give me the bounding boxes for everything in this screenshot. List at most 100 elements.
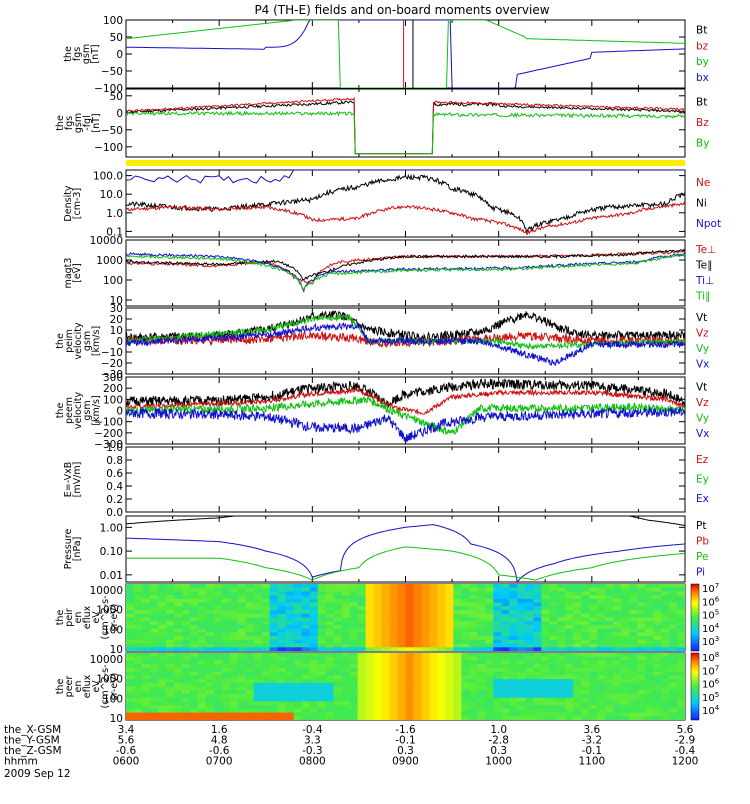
spectrogram-cell [405,716,415,720]
spectrogram-cell [325,598,335,604]
spectrogram-cell [469,621,478,626]
ylabel-line: [nPa] [72,537,83,562]
spectrogram-cell [165,667,175,673]
spectrogram-cell [597,639,606,645]
spectrogram-cell [573,690,582,695]
spectrogram-cell [549,595,558,600]
spectrogram-cell [253,643,263,648]
spectrogram-cell [165,697,175,702]
spectrogram-cell [645,690,654,695]
spectrogram-cell [429,647,439,651]
spectrogram-cell [213,693,223,699]
spectrogram-cell [277,613,287,619]
spectrogram-cell [237,667,247,673]
spectrogram-cell [157,701,167,706]
ephemeris-value: -0.4 [302,724,323,736]
spectrogram-cell [613,701,622,706]
spectrogram-cell [189,632,199,637]
ytick-label-fgs: 100 [103,15,123,27]
spectrogram-cell [341,675,351,680]
spectrogram-cell [189,621,199,626]
spectrogram-cell [405,653,415,658]
spectrogram-cell [421,591,431,596]
spectrogram-cell [277,636,287,641]
spectrogram-cell [221,632,231,637]
spectrogram-cell [253,712,263,717]
spectrogram-cell [389,682,399,688]
spectrogram-cell [205,606,215,611]
spectrogram-cell [309,613,319,619]
spectrogram-cell [637,693,646,699]
spectrogram-cell [653,675,662,680]
spectrogram-cell [469,675,478,680]
spectrogram-cell [661,712,670,717]
spectrogram-cell [413,682,423,688]
spectrogram-cell [229,610,239,615]
spectrogram-cell [245,716,255,720]
spectrogram-cell [413,613,423,619]
spectrogram-cell [445,682,454,688]
spectrogram-cell [517,675,526,680]
spectrogram-cell [181,690,191,695]
spectrogram-cell [397,617,407,622]
spectrogram-cell [245,624,255,630]
spectrogram-cell [261,675,271,680]
ephemeris-value: 5.6 [677,724,694,736]
spectrogram-cell [317,671,327,676]
spectrogram-cell [533,636,542,641]
spectrogram-cell [637,584,646,589]
spectrogram-cell [349,610,359,615]
spectrogram-cell [605,621,614,626]
legend-vele-Vy: Vy [696,413,709,425]
spectrogram-cell [309,708,319,714]
series-pressure-pi [126,524,685,582]
spectrogram-cell [509,584,518,589]
spectrogram-cell [493,628,502,633]
spectrogram-cell [381,587,391,592]
spectrogram-cell [285,671,295,676]
spectrogram-cell [453,682,462,688]
spectrogram-cell [285,617,295,622]
spectrogram-cell [293,660,303,665]
spectrogram-cell [221,636,231,641]
spectrogram-cell [134,636,143,641]
spectrogram-cell [341,667,351,673]
colorbar-label-elecspec: 104 [702,704,720,717]
spectrogram-cell [669,624,678,630]
spectrogram-cell [541,697,550,702]
spectrogram-cell [461,602,470,607]
spectrogram-cell [661,708,670,714]
legend-pressure-Pt: Pt [696,520,706,532]
spectrogram-cell [525,708,534,714]
spectrogram-cell [317,716,327,720]
spectrogram-cell [493,587,502,592]
spectrogram-cell [245,643,255,648]
spectrogram-cell [653,656,662,661]
spectrogram-cell [661,628,670,633]
spectrogram-cell [493,664,502,669]
spectrogram-cell [653,686,662,691]
spectrogram-cell [165,628,175,633]
spectrogram-cell [413,632,423,637]
spectrogram-cell [605,690,614,695]
spectrogram-cell [357,613,367,619]
spectrogram-cell [541,712,550,717]
spectrogram-cell [213,656,223,661]
legend-fgl-Bz: Bz [696,117,709,129]
spectrogram-cell [397,610,407,615]
spectrogram-cell [397,675,407,680]
spectrogram-cell [189,708,199,714]
spectrogram-cell [261,697,271,702]
spectrogram-cell [413,656,423,661]
spectrogram-cell [477,716,486,720]
spectrogram-cell [437,664,446,669]
spectrogram-cell [501,584,510,589]
spectrogram-cell [285,639,295,645]
spectrogram-cell [661,682,670,688]
spectrogram-cell [349,664,359,669]
spectrogram-cell [477,660,486,665]
spectrogram-cell [213,598,223,604]
spectrogram-cell [485,584,494,589]
spectrogram-cell [541,621,550,626]
spectrogram-cell [405,587,415,592]
